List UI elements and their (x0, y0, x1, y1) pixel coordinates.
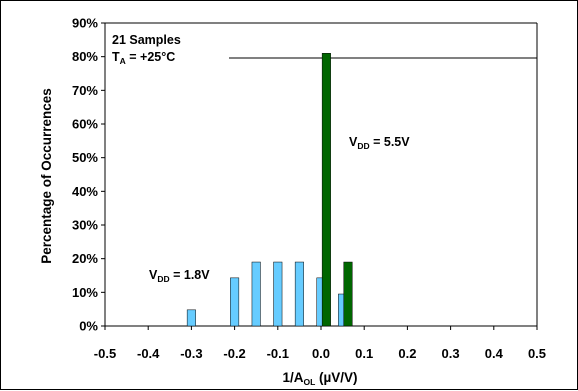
x-tick-label: 0.1 (355, 346, 373, 361)
series-label-vdd-1-8v: VDD = 1.8V (149, 268, 210, 284)
series-label-vdd-5-5v: VDD = 5.5V (349, 135, 410, 151)
y-tick-label: 90% (72, 16, 98, 31)
bar-vdd-1-8v (273, 261, 283, 327)
bar-vdd-5-5v (343, 261, 353, 327)
y-tick-label: 40% (72, 184, 98, 199)
y-axis-title: Percentage of Occurrences (39, 88, 54, 264)
x-tick-label: 0.0 (312, 346, 330, 361)
y-tick-label: 60% (72, 117, 98, 132)
y-tick-label: 50% (72, 150, 98, 165)
x-tick-label: -0.2 (223, 346, 245, 361)
bar-vdd-5-5v (321, 53, 331, 327)
y-tick-label: 30% (72, 218, 98, 233)
x-tick-label: -0.4 (137, 346, 160, 361)
x-axis-title: 1/AOL (µV/V) (282, 370, 357, 387)
y-tick-label: 0% (79, 319, 98, 334)
y-tick-label: 10% (72, 285, 98, 300)
x-tick-label: 0.5 (528, 346, 546, 361)
x-tick-label: 0.4 (485, 346, 504, 361)
x-tick-label: -0.3 (180, 346, 202, 361)
bar-vdd-1-8v (294, 261, 304, 327)
bar-vdd-1-8v (251, 261, 261, 327)
y-tick-label: 70% (72, 83, 98, 98)
temperature-annotation: TA = +25°C (112, 50, 175, 66)
bar-vdd-1-8v (230, 277, 240, 327)
x-tick-label: -0.5 (94, 346, 116, 361)
samples-annotation: 21 Samples (112, 33, 181, 47)
x-tick-label: -0.1 (267, 346, 289, 361)
y-tick-label: 20% (72, 251, 98, 266)
y-tick-label: 80% (72, 49, 98, 64)
bar-vdd-1-8v (186, 309, 196, 327)
x-tick-label: 0.2 (398, 346, 416, 361)
x-tick-label: 0.3 (442, 346, 460, 361)
